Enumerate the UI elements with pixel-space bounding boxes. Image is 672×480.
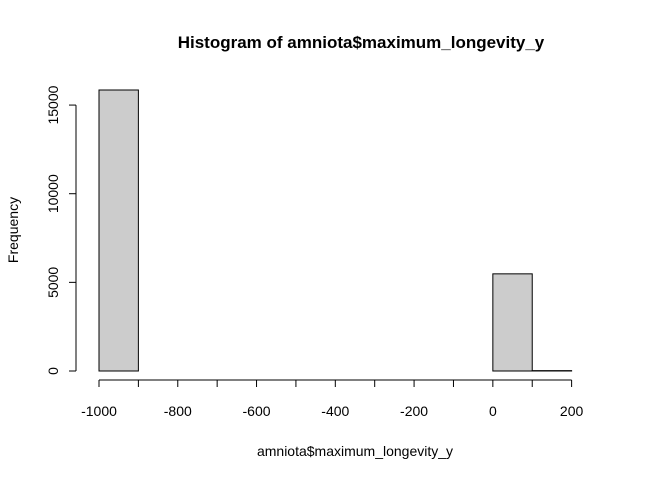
- y-tick-label: 5000: [45, 267, 61, 298]
- y-axis-label: Frequency: [5, 197, 21, 263]
- y-tick-label: 0: [45, 367, 61, 375]
- x-tick-label: -1000: [81, 403, 117, 419]
- chart-title: Histogram of amniota$maximum_longevity_y: [178, 33, 545, 52]
- x-tick-label: -600: [243, 403, 271, 419]
- histogram-bars: [98, 89, 573, 372]
- y-tick-label: 15000: [45, 85, 61, 124]
- x-tick-label: 200: [560, 403, 584, 419]
- x-tick-label: -800: [164, 403, 192, 419]
- x-axis: -1000 -800 -600 -400 -200 0 200: [81, 379, 584, 419]
- histogram-bar-0: [98, 89, 139, 372]
- histogram-bar-10: [492, 273, 533, 372]
- x-tick-label: 0: [489, 403, 497, 419]
- x-axis-label: amniota$maximum_longevity_y: [257, 443, 453, 459]
- x-tick-label: -400: [321, 403, 349, 419]
- y-axis: 0 5000 10000 15000: [45, 85, 77, 375]
- x-tick-label: -200: [400, 403, 428, 419]
- y-tick-label: 10000: [45, 174, 61, 213]
